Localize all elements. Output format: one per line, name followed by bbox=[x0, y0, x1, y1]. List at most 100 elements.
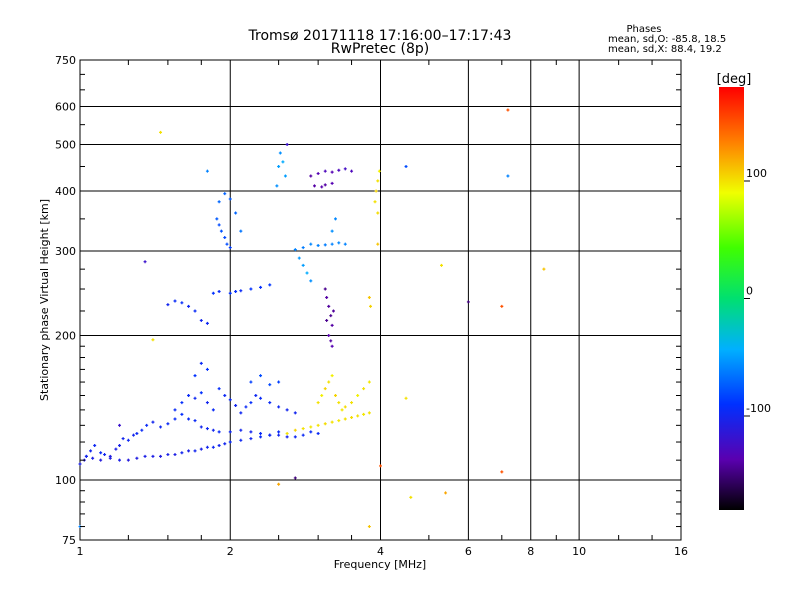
data-point bbox=[199, 361, 203, 365]
data-point bbox=[285, 435, 289, 439]
data-point bbox=[259, 435, 263, 439]
data-point bbox=[239, 229, 243, 233]
data-point bbox=[323, 169, 327, 173]
data-point bbox=[377, 169, 381, 173]
data-point bbox=[159, 454, 163, 458]
data-point bbox=[259, 432, 263, 436]
data-point bbox=[151, 420, 155, 424]
data-point bbox=[268, 401, 272, 405]
x-tick-label: 2 bbox=[227, 545, 234, 558]
data-point bbox=[316, 244, 320, 248]
data-point bbox=[166, 303, 170, 307]
data-point bbox=[343, 417, 347, 421]
data-point bbox=[228, 440, 232, 444]
data-point bbox=[89, 449, 93, 453]
data-point bbox=[331, 309, 335, 313]
data-point bbox=[217, 223, 221, 227]
data-point bbox=[356, 414, 360, 418]
x-tick-label: 6 bbox=[465, 545, 472, 558]
data-point bbox=[173, 408, 177, 412]
data-point bbox=[309, 279, 313, 283]
x-axis-label: Frequency [MHz] bbox=[334, 558, 426, 571]
data-point bbox=[180, 401, 184, 405]
data-point bbox=[166, 422, 170, 426]
data-point bbox=[325, 296, 329, 300]
data-point bbox=[187, 394, 191, 398]
data-point bbox=[500, 304, 504, 308]
data-point bbox=[327, 380, 331, 384]
data-point bbox=[215, 217, 219, 221]
data-point bbox=[277, 433, 281, 437]
data-point bbox=[301, 263, 305, 267]
data-point bbox=[180, 412, 184, 416]
data-point bbox=[211, 291, 215, 295]
data-point bbox=[91, 456, 95, 460]
data-point bbox=[362, 387, 366, 391]
data-point bbox=[312, 184, 316, 188]
data-point bbox=[376, 242, 380, 246]
colorbar-unit-label: [deg] bbox=[717, 72, 752, 87]
data-point bbox=[249, 430, 253, 434]
data-point bbox=[143, 454, 147, 458]
data-point bbox=[330, 323, 334, 327]
chart-subtitle: RwPretec (8p) bbox=[331, 41, 429, 57]
data-point bbox=[337, 419, 341, 423]
data-point bbox=[239, 411, 243, 415]
data-point bbox=[268, 283, 272, 287]
data-point bbox=[367, 380, 371, 384]
x-tick-label: 8 bbox=[527, 545, 534, 558]
data-point bbox=[205, 401, 209, 405]
data-point bbox=[293, 411, 297, 415]
data-point bbox=[285, 143, 289, 147]
data-point bbox=[297, 256, 301, 260]
data-point bbox=[259, 374, 263, 378]
data-point bbox=[78, 462, 82, 466]
data-point bbox=[211, 428, 215, 432]
data-point bbox=[234, 211, 238, 215]
data-point bbox=[329, 339, 333, 343]
data-point bbox=[187, 304, 191, 308]
data-point bbox=[244, 405, 248, 409]
data-point bbox=[239, 428, 243, 432]
data-point bbox=[217, 290, 221, 294]
data-point bbox=[249, 437, 253, 441]
data-point bbox=[268, 433, 272, 437]
data-point bbox=[323, 287, 327, 291]
data-point bbox=[327, 334, 331, 338]
data-point bbox=[180, 301, 184, 305]
data-point bbox=[305, 271, 309, 275]
data-point bbox=[293, 428, 297, 432]
data-point bbox=[350, 401, 354, 405]
data-point bbox=[199, 318, 203, 322]
phases-line-o: mean, sd,O: -85.8, 18.5 bbox=[608, 34, 726, 45]
data-point bbox=[277, 380, 281, 384]
data-point bbox=[356, 394, 360, 398]
data-point bbox=[259, 396, 263, 400]
data-point bbox=[193, 449, 197, 453]
data-point bbox=[205, 367, 209, 371]
data-point bbox=[309, 430, 313, 434]
data-point bbox=[330, 170, 334, 174]
data-point bbox=[223, 442, 227, 446]
data-point bbox=[500, 470, 504, 474]
data-point bbox=[325, 318, 329, 322]
data-point bbox=[350, 169, 354, 173]
data-point bbox=[199, 447, 203, 451]
data-point bbox=[108, 456, 112, 460]
data-point bbox=[166, 453, 170, 457]
y-tick-label: 750 bbox=[55, 54, 76, 67]
data-point bbox=[132, 433, 136, 437]
data-point bbox=[506, 174, 510, 178]
data-point bbox=[320, 185, 324, 189]
data-point bbox=[99, 451, 103, 455]
data-point bbox=[228, 246, 232, 250]
data-point bbox=[217, 200, 221, 204]
data-point bbox=[173, 453, 177, 457]
data-point bbox=[330, 420, 334, 424]
x-tick-label: 4 bbox=[377, 545, 384, 558]
data-point bbox=[199, 391, 203, 395]
data-point bbox=[118, 458, 122, 462]
data-point bbox=[217, 444, 221, 448]
data-point bbox=[367, 411, 371, 415]
